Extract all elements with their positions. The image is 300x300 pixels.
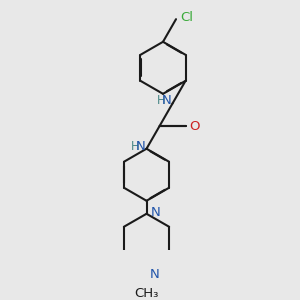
Text: H: H <box>131 140 140 153</box>
Text: H: H <box>157 94 166 107</box>
Text: Cl: Cl <box>180 11 193 24</box>
Text: N: N <box>150 206 160 219</box>
Text: CH₃: CH₃ <box>134 286 159 300</box>
Text: O: O <box>189 120 200 133</box>
Text: N: N <box>150 268 159 281</box>
Text: N: N <box>136 140 145 153</box>
Text: N: N <box>161 94 171 107</box>
